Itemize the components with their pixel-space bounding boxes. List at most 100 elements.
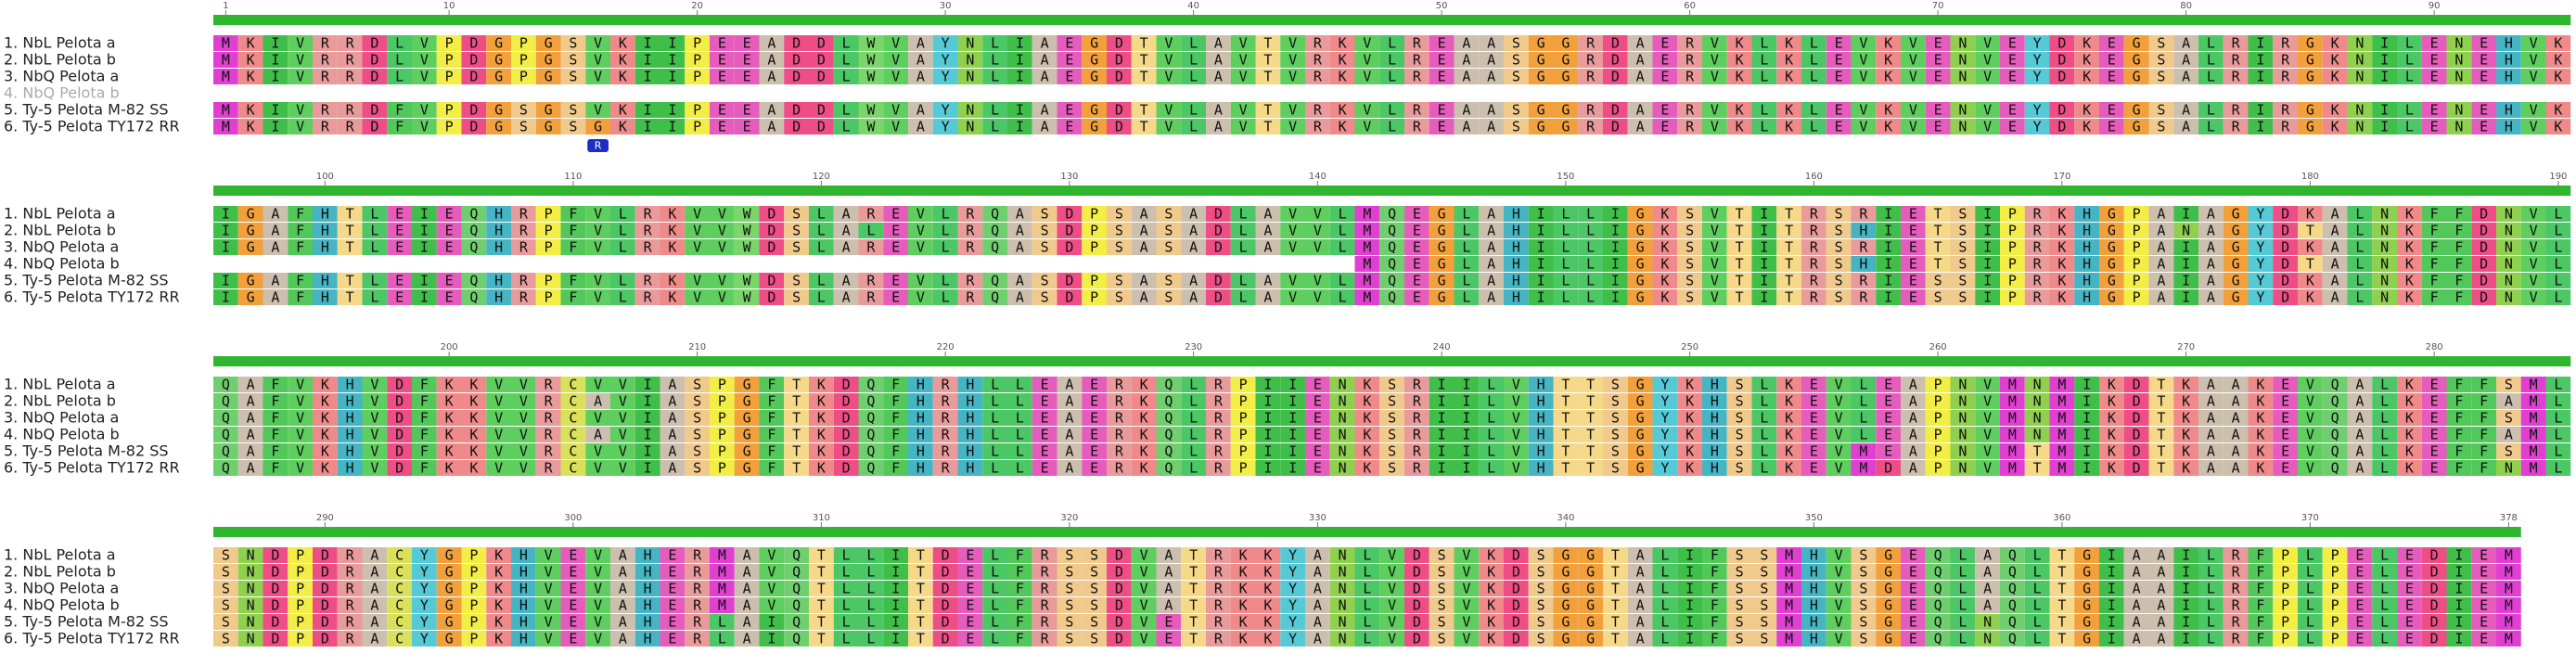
residue-bg bbox=[412, 52, 437, 68]
residue-bg bbox=[2148, 614, 2174, 630]
residue-bg bbox=[858, 52, 884, 68]
residue-bg bbox=[2397, 289, 2422, 305]
residue-bg bbox=[858, 35, 884, 51]
residue-bg bbox=[1776, 614, 1801, 630]
residue-bg bbox=[1280, 69, 1305, 84]
residue-bg bbox=[1504, 206, 1529, 222]
residue-bg bbox=[2298, 410, 2323, 426]
residue-bg bbox=[1404, 581, 1429, 596]
residue-bg bbox=[1429, 256, 1455, 272]
residue-bg bbox=[2273, 393, 2298, 409]
residue-bg bbox=[1876, 206, 1901, 222]
residue-bg bbox=[1776, 256, 1801, 272]
residue-bg bbox=[2248, 614, 2274, 630]
residue-bg bbox=[908, 119, 933, 134]
residue-bg bbox=[610, 223, 635, 238]
residue-bg bbox=[1826, 597, 1852, 613]
residue-bg bbox=[660, 547, 686, 563]
residue-bg bbox=[1181, 239, 1206, 255]
residue-bg bbox=[1156, 52, 1182, 68]
residue-bg bbox=[734, 547, 760, 563]
residue-bg bbox=[957, 581, 983, 596]
residue-bg bbox=[1429, 410, 1455, 426]
residue-bg bbox=[337, 102, 363, 118]
residue-bg bbox=[634, 614, 660, 630]
residue-bg bbox=[1901, 564, 1926, 580]
residue-bg bbox=[660, 443, 686, 459]
residue-bg bbox=[1504, 393, 1529, 409]
residue-bg bbox=[2471, 206, 2496, 222]
residue-bg bbox=[1305, 223, 1330, 238]
residue-bg bbox=[759, 206, 785, 222]
residue-bg bbox=[2198, 393, 2224, 409]
residue-bg bbox=[560, 69, 586, 84]
residue-bg bbox=[1901, 597, 1926, 613]
residue-bg bbox=[2000, 393, 2025, 409]
residue-bg bbox=[1007, 393, 1032, 409]
residue-bg bbox=[2347, 35, 2373, 51]
residue-bg bbox=[2298, 69, 2323, 84]
residue-bg bbox=[2421, 256, 2447, 272]
residue-bg bbox=[1181, 377, 1206, 392]
residue-bg bbox=[1627, 427, 1653, 442]
residue-bg bbox=[412, 393, 437, 409]
residue-bg bbox=[2471, 393, 2496, 409]
residue-bg bbox=[1528, 547, 1554, 563]
residue-bg bbox=[1578, 289, 1603, 305]
residue-bg bbox=[932, 581, 958, 596]
residue-bg bbox=[2471, 377, 2496, 392]
residue-bg bbox=[858, 427, 884, 442]
residue-bg bbox=[1057, 614, 1083, 630]
residue-bg bbox=[263, 581, 288, 596]
residue-bg bbox=[2074, 393, 2099, 409]
residue-bg bbox=[1801, 597, 1826, 613]
residue-bg bbox=[1975, 581, 2000, 596]
residue-bg bbox=[2049, 564, 2075, 580]
residue-bg bbox=[1578, 427, 1603, 442]
residue-bg bbox=[982, 289, 1007, 305]
ruler-label: 300 bbox=[564, 513, 582, 523]
residue-bg bbox=[1206, 427, 1231, 442]
residue-bg bbox=[263, 564, 288, 580]
residue-bg bbox=[2173, 443, 2198, 459]
residue-bg bbox=[1404, 443, 1429, 459]
residue-bg bbox=[362, 273, 388, 288]
residue-bg bbox=[908, 564, 933, 580]
residue-bg bbox=[1354, 631, 1380, 647]
residue-bg bbox=[2545, 52, 2571, 68]
residue-bg bbox=[2520, 206, 2546, 222]
residue-bg bbox=[957, 443, 983, 459]
residue-bg bbox=[809, 119, 834, 134]
residue-bg bbox=[1354, 289, 1380, 305]
residue-bg bbox=[387, 631, 412, 647]
residue-bg bbox=[2372, 547, 2397, 563]
residue-bg bbox=[1652, 410, 1678, 426]
residue-bg bbox=[2000, 273, 2025, 288]
residue-bg bbox=[436, 443, 462, 459]
residue-bg bbox=[288, 564, 313, 580]
residue-bg bbox=[1255, 614, 1281, 630]
residue-bg bbox=[1230, 393, 1256, 409]
residue-bg bbox=[412, 597, 437, 613]
residue-bg bbox=[1181, 52, 1206, 68]
residue-bg bbox=[1603, 614, 1628, 630]
residue-bg bbox=[1454, 581, 1480, 596]
residue-bg bbox=[436, 52, 462, 68]
residue-bg bbox=[1528, 69, 1554, 84]
residue-bg bbox=[1230, 597, 1256, 613]
residue-bg bbox=[1652, 631, 1678, 647]
residue-bg bbox=[2397, 256, 2422, 272]
residue-bg bbox=[660, 52, 686, 68]
residue-bg bbox=[1156, 443, 1182, 459]
residue-bg bbox=[337, 35, 363, 51]
residue-bg bbox=[2049, 547, 2075, 563]
residue-bg bbox=[784, 102, 809, 118]
residue-bg bbox=[883, 631, 908, 647]
ruler-label: 330 bbox=[1309, 513, 1326, 523]
residue-bg bbox=[1504, 69, 1529, 84]
residue-bg bbox=[585, 119, 610, 134]
residue-bg bbox=[486, 52, 511, 68]
residue-bg bbox=[2248, 35, 2274, 51]
residue-bg bbox=[412, 564, 437, 580]
residue-bg bbox=[1131, 223, 1157, 238]
